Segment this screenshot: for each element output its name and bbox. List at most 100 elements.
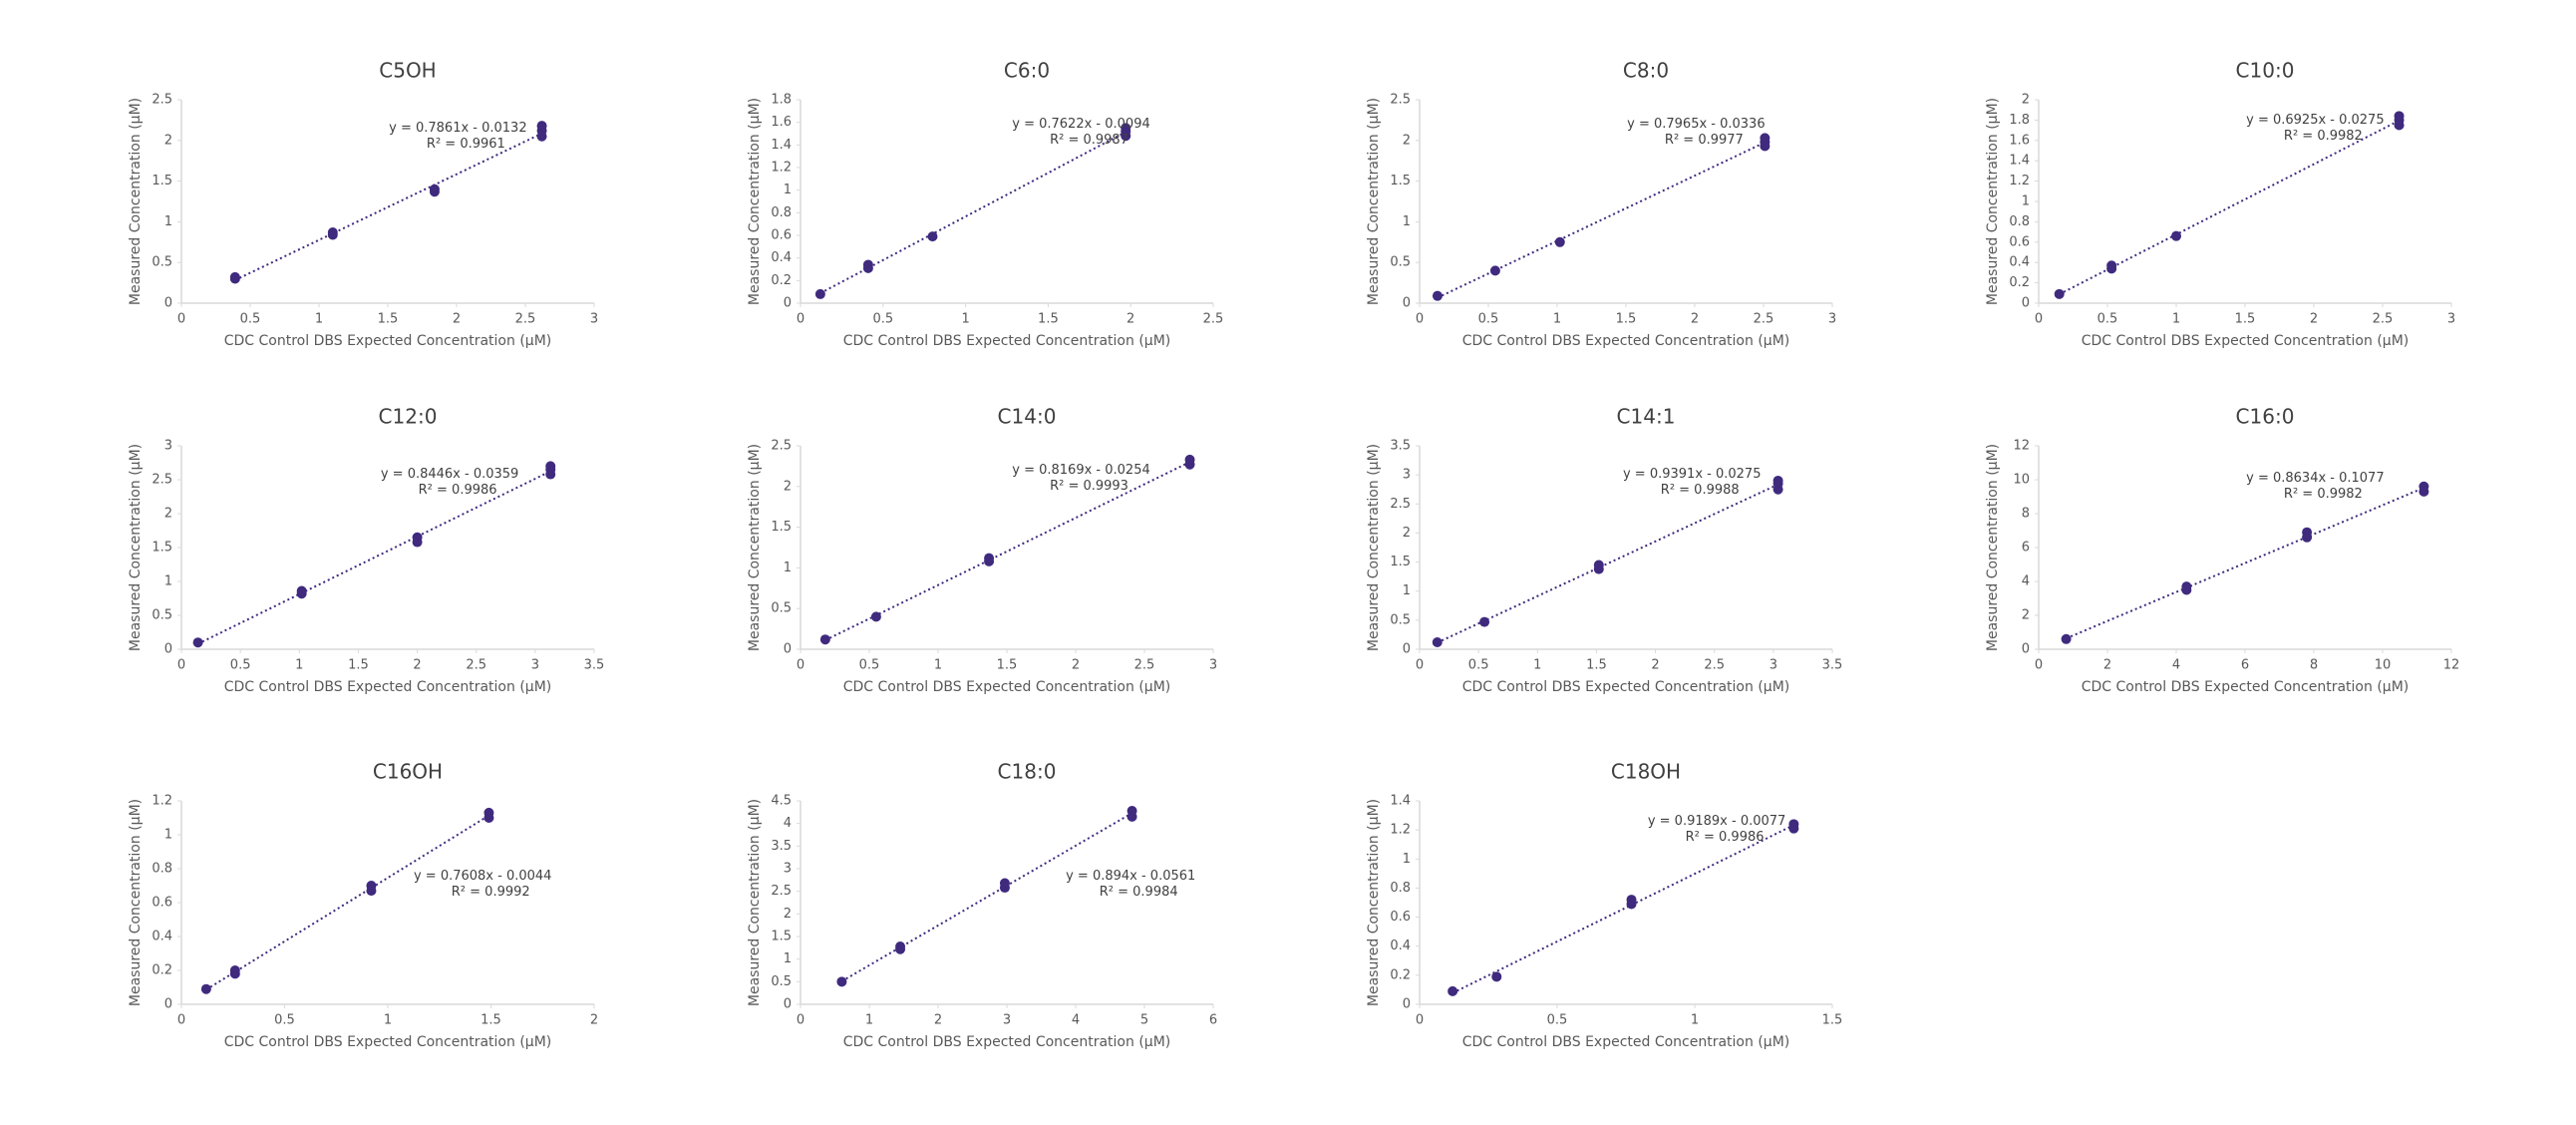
x-tick-label: 0.5 [230,658,251,673]
y-tick-label: 0.2 [771,273,792,288]
trend-equation: y = 0.8446x - 0.0359 [381,467,518,482]
point [296,585,307,596]
point [1121,123,1131,134]
y-tick-label: 0.4 [771,250,792,265]
y-tick-label: 0.5 [1390,612,1411,627]
x-tick-label: 0 [797,1013,805,1028]
y-tick-label: 1.5 [1390,555,1411,569]
x-tick-label: 8 [2310,658,2318,673]
x-axis-label: CDC Control DBS Expected Concentration (… [843,679,1170,695]
y-tick-label: 3 [1403,468,1411,483]
y-tick-label: 1 [164,828,172,843]
point [1479,616,1490,627]
y-tick-label: 0.8 [771,205,792,220]
chart-panel: C18OH 0 0.5 1 1.5 0 0.2 0.4 0.6 0.8 1 1.2 1.4 CDC Con… [1366,760,1842,1051]
x-tick-label: 2.5 [466,658,486,673]
y-tick-label: 4 [784,816,792,831]
chart-panel: C6:0 0 0.5 1 1.5 2 2.5 0 0.2 0.4 0.6 0.8 1 1.2 1.4 1.6 1… [747,59,1223,350]
trendline [205,814,489,991]
trend-equation: y = 0.8169x - 0.0254 [1012,463,1149,478]
point [2061,633,2072,644]
y-tick-label: 0.2 [152,963,172,978]
x-tick-label: 3 [1828,312,1836,327]
y-tick-label: 0 [784,997,792,1012]
point [1432,290,1443,301]
y-tick-label: 2.5 [771,439,792,454]
point [536,121,547,132]
y-tick-label: 0.2 [2009,275,2030,290]
chart-title: C14:0 [998,405,1057,429]
point [1448,985,1458,996]
x-axis-label: CDC Control DBS Expected Concentration (… [224,333,551,349]
chart-title: C10:0 [2236,59,2295,83]
x-tick-label: 1 [384,1013,392,1028]
y-tick-label: 2.5 [1390,497,1411,512]
chart-panel: C12:0 0 0.5 1 1.5 2 2.5 3 3.5 0 0.5 1 1.5 2 2.5 3 CDC Co… [128,405,604,696]
point [1432,637,1443,648]
point [814,288,825,299]
y-tick-label: 4.5 [771,794,792,809]
point [999,878,1010,889]
x-axis-label: CDC Control DBS Expected Concentration (… [843,333,1170,349]
point [2418,481,2429,492]
y-tick-label: 0 [1403,997,1411,1012]
r-squared: R² = 0.9982 [2284,487,2363,502]
r-squared: R² = 0.9987 [1050,133,1128,148]
x-tick-label: 2 [1127,312,1134,327]
point [429,184,440,194]
x-tick-label: 1 [315,312,323,327]
x-axis-label: CDC Control DBS Expected Concentration (… [224,1034,551,1050]
y-tick-label: 1.5 [771,930,792,944]
trendline [197,470,551,645]
y-tick-label: 0.5 [152,608,172,623]
point [984,553,995,563]
trend-equation: y = 0.7608x - 0.0044 [414,869,551,884]
y-tick-label: 0.5 [771,974,792,989]
r-squared: R² = 0.9977 [1665,133,1744,148]
x-tick-label: 2.5 [2373,312,2394,327]
y-axis-label: Measured Concentration (µM) [747,444,763,651]
x-tick-label: 0 [1416,1013,1424,1028]
point [927,231,938,242]
y-tick-label: 1.6 [2009,133,2030,148]
x-tick-label: 3 [1209,658,1217,673]
x-tick-label: 3 [2447,312,2455,327]
x-axis-label: CDC Control DBS Expected Concentration (… [2082,679,2409,695]
point [1760,133,1771,144]
x-tick-label: 6 [1209,1013,1217,1028]
point [2394,111,2405,122]
point [483,807,494,818]
chart-panel: C5OH 0 0.5 1 1.5 2 2.5 3 0 0.5 1 1.5 2 2.5 CDC Control… [128,59,598,350]
x-tick-label: 0.5 [240,312,261,327]
x-tick-label: 1 [1533,658,1541,673]
r-squared: R² = 0.9992 [452,885,530,900]
chart-title: C14:1 [1617,405,1676,429]
x-axis-label: CDC Control DBS Expected Concentration (… [224,679,551,695]
chart-title: C18OH [1611,760,1681,784]
trendline [2059,119,2401,295]
point [1772,475,1783,486]
x-tick-label: 0 [177,312,185,327]
point [870,611,881,622]
point [327,227,338,238]
x-tick-label: 2 [2310,312,2318,327]
x-tick-label: 0 [797,658,805,673]
chart-panel: C8:0 0 0.5 1 1.5 2 2.5 3 0 0.5 1 1.5 2 2.5 CDC Control… [1366,59,1836,350]
y-tick-label: 1.2 [152,794,172,809]
y-tick-label: 1.2 [1390,823,1411,838]
y-tick-label: 2 [2022,93,2030,108]
trendline [1437,141,1766,299]
y-axis-label: Measured Concentration (µM) [1985,444,2001,651]
x-tick-label: 1.5 [1038,312,1059,327]
y-tick-label: 2 [164,507,172,522]
point [200,983,211,994]
x-tick-label: 0 [1416,312,1424,327]
y-tick-label: 0.6 [1390,910,1411,925]
y-tick-label: 0 [1403,296,1411,311]
trend-equation: y = 0.8634x - 0.1077 [2246,471,2384,486]
x-tick-label: 0.5 [274,1013,295,1028]
y-tick-label: 1.4 [771,138,792,153]
x-tick-label: 1.5 [1616,312,1637,327]
